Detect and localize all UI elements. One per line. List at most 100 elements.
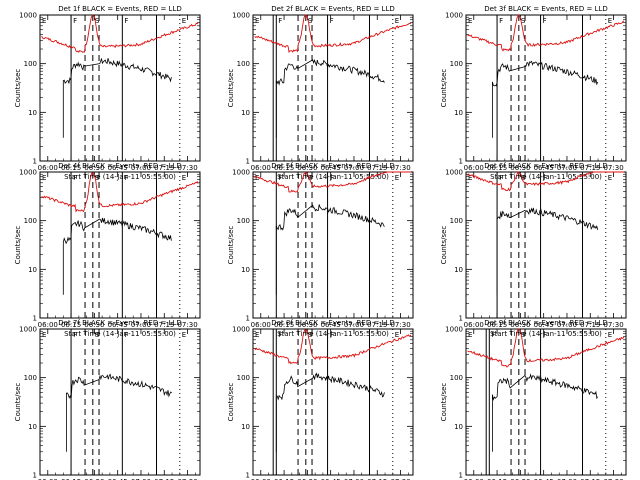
x-tick-label: 07:15 bbox=[367, 478, 387, 480]
interval-marker-label: F bbox=[278, 174, 282, 182]
x-tick-label: 07:30 bbox=[603, 321, 623, 329]
interval-marker-label: F bbox=[543, 331, 547, 339]
x-tick-label: 07:15 bbox=[580, 321, 600, 329]
interval-marker-label: E bbox=[255, 17, 259, 25]
x-tick-label: 07:15 bbox=[367, 321, 387, 329]
y-tick-label: 1000 bbox=[232, 169, 250, 177]
panel-title: Det 2f BLACK = Events, RED = LLD bbox=[271, 5, 394, 13]
y-tick-label: 10 bbox=[28, 266, 37, 274]
interval-marker-label: F bbox=[330, 17, 334, 25]
y-tick-label: 1 bbox=[459, 472, 463, 480]
x-tick-label: 07:00 bbox=[344, 164, 364, 172]
x-tick-label: 06:30 bbox=[510, 164, 530, 172]
plot-frame bbox=[252, 328, 414, 476]
events-series-line bbox=[496, 207, 599, 295]
y-tick-label: 10 bbox=[28, 109, 37, 117]
y-tick-label: 1 bbox=[33, 472, 37, 480]
interval-marker-label: S bbox=[95, 17, 100, 25]
panel-7: Det 7f BLACK = Events, RED = LLD 1 10 100 10… bbox=[14, 319, 201, 480]
interval-marker-label: E bbox=[468, 17, 472, 25]
plot-frame bbox=[465, 14, 627, 162]
x-tick-label: 06:15 bbox=[61, 321, 81, 329]
y-tick-label: 1000 bbox=[19, 12, 37, 20]
panel-title: Det 8f BLACK = Events, RED = LLD bbox=[271, 319, 394, 327]
x-tick-label: 07:15 bbox=[154, 478, 174, 480]
interval-marker-label: E bbox=[608, 174, 612, 182]
interval-marker-label: S bbox=[521, 174, 526, 182]
y-tick-label: 1 bbox=[459, 315, 463, 323]
x-tick-label: 06:00 bbox=[251, 164, 271, 172]
panel-title: Det 3f BLACK = Events, RED = LLD bbox=[484, 5, 607, 13]
x-tick-label: 06:15 bbox=[487, 478, 507, 480]
y-tick-label: 1000 bbox=[19, 169, 37, 177]
plot-frame bbox=[252, 171, 414, 319]
interval-marker-label: E bbox=[608, 331, 612, 339]
y-tick-label: 100 bbox=[237, 60, 250, 68]
y-tick-label: 1000 bbox=[445, 169, 463, 177]
panel-6: Det 6f BLACK = Events, RED = LLD 1 10 100 10… bbox=[440, 162, 627, 338]
interval-marker-label: F bbox=[278, 17, 282, 25]
events-series-line bbox=[66, 373, 172, 452]
x-tick-label: 07:00 bbox=[131, 321, 151, 329]
x-tick-label: 06:00 bbox=[38, 478, 58, 480]
plot-frame bbox=[252, 14, 414, 162]
x-tick-label: 06:30 bbox=[84, 321, 104, 329]
x-tick-label: 06:45 bbox=[108, 478, 128, 480]
interval-marker-label: F bbox=[330, 174, 334, 182]
interval-marker-label: E bbox=[468, 331, 472, 339]
y-axis-label: Counts/sec bbox=[227, 69, 235, 108]
x-tick-label: 07:15 bbox=[154, 164, 174, 172]
plot-frame bbox=[465, 171, 627, 319]
x-tick-label: 07:15 bbox=[580, 478, 600, 480]
lld-series-line bbox=[254, 14, 412, 53]
y-tick-label: 100 bbox=[24, 374, 37, 382]
interval-marker-label: F bbox=[491, 331, 495, 339]
y-tick-label: 1000 bbox=[445, 326, 463, 334]
x-tick-label: 07:30 bbox=[177, 321, 197, 329]
interval-marker-label: E bbox=[42, 174, 46, 182]
y-tick-label: 1 bbox=[33, 158, 37, 166]
y-tick-label: 1 bbox=[246, 472, 250, 480]
x-tick-label: 07:30 bbox=[177, 478, 197, 480]
y-axis-label: Counts/sec bbox=[227, 226, 235, 265]
y-tick-label: 100 bbox=[24, 60, 37, 68]
lld-series-line bbox=[467, 328, 625, 368]
plot-frame bbox=[39, 171, 201, 319]
y-tick-label: 100 bbox=[450, 217, 463, 225]
x-tick-label: 06:45 bbox=[321, 164, 341, 172]
events-series-line bbox=[492, 60, 599, 138]
panel-title: Det 5f BLACK = Events, RED = LLD bbox=[271, 162, 394, 170]
y-tick-label: 10 bbox=[241, 266, 250, 274]
x-tick-label: 06:00 bbox=[251, 321, 271, 329]
interval-marker-label: S bbox=[95, 174, 100, 182]
x-tick-label: 06:45 bbox=[108, 164, 128, 172]
interval-marker-label: F bbox=[73, 174, 77, 182]
interval-marker-label: F bbox=[543, 17, 547, 25]
interval-marker-label: E bbox=[42, 17, 46, 25]
x-axis-label: Start Time (14-Jan-11 05:55:00) bbox=[64, 173, 176, 181]
x-tick-label: 06:00 bbox=[464, 478, 484, 480]
x-tick-label: 06:15 bbox=[487, 321, 507, 329]
y-tick-label: 10 bbox=[241, 423, 250, 431]
x-tick-label: 07:00 bbox=[131, 478, 151, 480]
y-axis-label: Counts/sec bbox=[14, 69, 22, 108]
interval-marker-label: F bbox=[124, 17, 128, 25]
plot-frame bbox=[39, 328, 201, 476]
y-tick-label: 1 bbox=[33, 315, 37, 323]
y-tick-label: 100 bbox=[450, 374, 463, 382]
x-tick-label: 06:45 bbox=[534, 478, 554, 480]
x-tick-label: 06:45 bbox=[534, 321, 554, 329]
y-axis-label: Counts/sec bbox=[227, 383, 235, 422]
interval-marker-label: E bbox=[42, 331, 46, 339]
interval-marker-label: E bbox=[395, 17, 399, 25]
x-tick-label: 06:15 bbox=[61, 164, 81, 172]
panel-8: Det 8f BLACK = Events, RED = LLD 1 10 100 10… bbox=[227, 319, 414, 480]
panel-4: Det 4f BLACK = Events, RED = LLD 1 10 100 10… bbox=[14, 162, 201, 338]
y-tick-label: 10 bbox=[454, 423, 463, 431]
panel-title: Det 9f BLACK = Events, RED = LLD bbox=[484, 319, 607, 327]
y-axis-label: Counts/sec bbox=[440, 226, 448, 265]
interval-marker-label: F bbox=[499, 17, 503, 25]
interval-marker-label: E bbox=[255, 174, 259, 182]
x-tick-label: 06:30 bbox=[297, 478, 317, 480]
events-series-line bbox=[275, 204, 385, 295]
